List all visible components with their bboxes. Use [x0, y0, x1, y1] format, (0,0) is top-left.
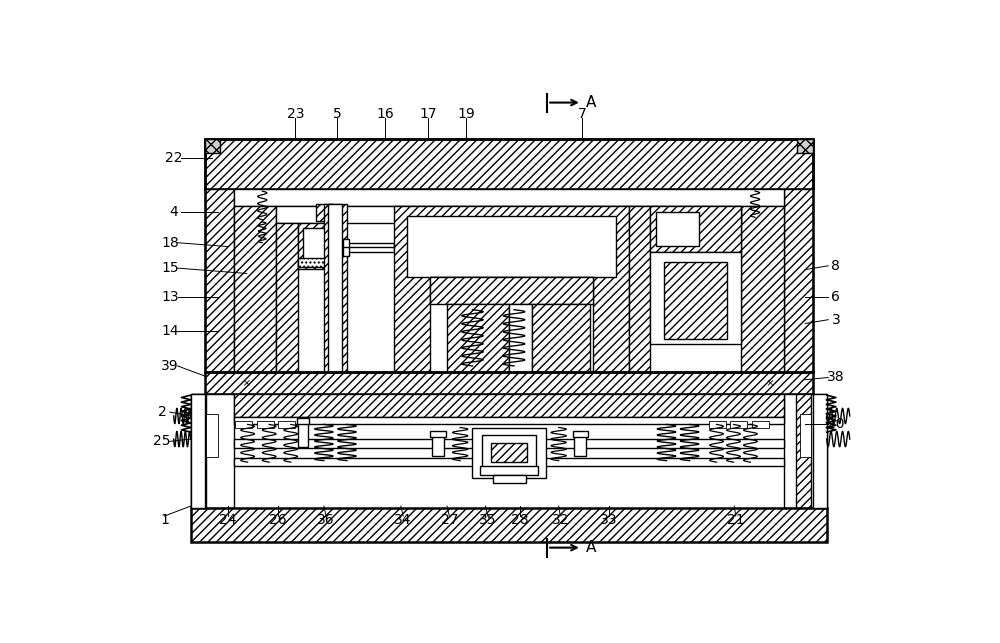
Text: 36: 36 [317, 513, 335, 527]
Bar [430, 277, 593, 374]
Text: 22: 22 [165, 151, 182, 165]
Bar [234, 439, 784, 448]
Bar [234, 458, 784, 466]
Bar [235, 421, 252, 428]
Text: 27: 27 [441, 513, 458, 527]
Bar [573, 431, 588, 437]
Bar [796, 394, 811, 507]
Bar [276, 206, 741, 222]
Bar [205, 372, 813, 394]
Bar [234, 417, 784, 424]
Text: 23: 23 [287, 107, 304, 121]
Text: 16: 16 [377, 107, 394, 121]
Bar [407, 216, 616, 277]
Text: 19: 19 [457, 107, 475, 121]
Bar [343, 239, 349, 256]
Text: 7: 7 [577, 107, 586, 121]
Bar [276, 222, 298, 374]
Text: 4: 4 [169, 205, 178, 219]
Bar [234, 189, 784, 206]
Text: 20: 20 [827, 417, 845, 431]
Text: 28: 28 [511, 513, 529, 527]
Bar [206, 415, 218, 457]
Bar [797, 139, 813, 152]
Bar [741, 206, 784, 374]
Bar [480, 466, 538, 475]
Bar [574, 433, 586, 456]
Bar [482, 435, 536, 470]
Bar [298, 420, 308, 447]
Bar [344, 242, 394, 252]
Text: 25: 25 [153, 435, 171, 448]
Bar [191, 394, 234, 507]
Text: 35: 35 [479, 513, 497, 527]
Bar [629, 206, 650, 374]
Text: 39: 39 [161, 359, 179, 373]
Bar [205, 139, 813, 189]
Text: 33: 33 [600, 513, 618, 527]
Text: 32: 32 [551, 513, 569, 527]
Bar [335, 231, 344, 242]
Bar [650, 252, 741, 345]
Bar [493, 475, 526, 483]
Bar [324, 204, 347, 374]
Bar [752, 421, 769, 428]
Bar [800, 415, 811, 457]
Bar [432, 433, 444, 456]
Text: 24: 24 [219, 513, 236, 527]
Text: 3: 3 [832, 312, 840, 327]
Bar [491, 443, 527, 462]
Bar [316, 204, 333, 221]
Text: 15: 15 [161, 261, 179, 275]
Bar [813, 394, 827, 507]
Text: 34: 34 [394, 513, 412, 527]
Bar [191, 394, 205, 507]
Text: 18: 18 [161, 236, 179, 249]
Bar [303, 228, 335, 264]
Text: 14: 14 [161, 324, 179, 338]
Bar [532, 304, 590, 374]
Bar [205, 139, 220, 152]
Bar [234, 206, 276, 374]
Text: A: A [586, 95, 596, 110]
Text: 26: 26 [269, 513, 286, 527]
Text: 6: 6 [831, 289, 840, 303]
Bar [191, 394, 206, 507]
Bar [234, 394, 784, 417]
Text: 38: 38 [827, 370, 845, 385]
Bar [328, 204, 342, 374]
Bar [298, 258, 335, 267]
Bar [205, 139, 813, 372]
Bar [394, 206, 629, 374]
Bar [509, 304, 532, 374]
Text: 1: 1 [160, 513, 169, 527]
Text: 5: 5 [333, 107, 341, 121]
Text: 17: 17 [419, 107, 437, 121]
Bar [447, 304, 509, 374]
Bar [191, 507, 827, 542]
Bar [430, 431, 446, 437]
Bar [205, 189, 234, 374]
Bar [257, 421, 274, 428]
Bar [650, 206, 741, 252]
Bar [472, 428, 546, 478]
Bar [730, 421, 747, 428]
Bar [298, 222, 340, 269]
Bar [430, 277, 593, 304]
Bar [664, 262, 727, 339]
Bar [656, 212, 699, 246]
Bar [297, 417, 309, 424]
Bar [278, 421, 295, 428]
Bar [709, 421, 726, 428]
Text: 13: 13 [161, 289, 179, 303]
Bar [784, 394, 827, 507]
Text: A: A [586, 540, 596, 555]
Text: 21: 21 [727, 513, 745, 527]
Bar [784, 189, 813, 374]
Text: 2: 2 [158, 405, 167, 419]
Text: 8: 8 [831, 259, 840, 273]
